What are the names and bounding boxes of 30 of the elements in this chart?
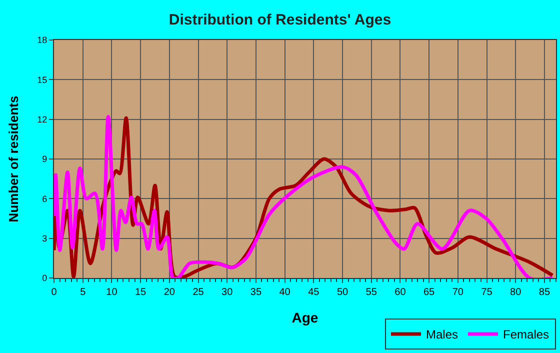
y-axis-title: Number of residents <box>6 96 22 222</box>
legend-label: Females <box>503 328 550 342</box>
y-tick-label: 6 <box>42 194 48 204</box>
x-tick-label: 20 <box>164 287 176 298</box>
x-tick-label: 0 <box>51 287 58 298</box>
y-tick-label: 0 <box>42 273 48 284</box>
y-tick-label: 12 <box>37 114 48 124</box>
x-tick-label: 40 <box>279 287 291 298</box>
chart-title: Distribution of Residents' Ages <box>168 12 392 29</box>
x-tick-label: 25 <box>192 287 204 298</box>
x-tick-label: 80 <box>510 287 522 298</box>
x-tick-label: 75 <box>481 287 493 298</box>
x-tick-label: 15 <box>134 287 147 298</box>
y-tick-label: 18 <box>37 35 48 46</box>
x-tick-label: 60 <box>394 287 406 298</box>
x-axis-title: Age <box>292 309 318 326</box>
x-tick-label: 5 <box>80 287 86 298</box>
x-tick-label: 30 <box>222 287 234 298</box>
y-tick-label: 3 <box>42 233 48 244</box>
x-tick-label: 55 <box>366 287 378 298</box>
x-tick-label: 70 <box>452 287 464 298</box>
x-tick-label: 45 <box>308 287 320 298</box>
x-tick-label: 50 <box>336 287 349 298</box>
y-tick-label: 15 <box>37 74 48 85</box>
x-tick-label: 10 <box>106 287 118 298</box>
x-tick-label: 85 <box>538 287 550 298</box>
y-tick-label: 9 <box>42 154 48 164</box>
x-tick-label: 65 <box>423 287 436 298</box>
legend-label: Males <box>426 328 458 342</box>
x-tick-label: 35 <box>250 287 262 298</box>
